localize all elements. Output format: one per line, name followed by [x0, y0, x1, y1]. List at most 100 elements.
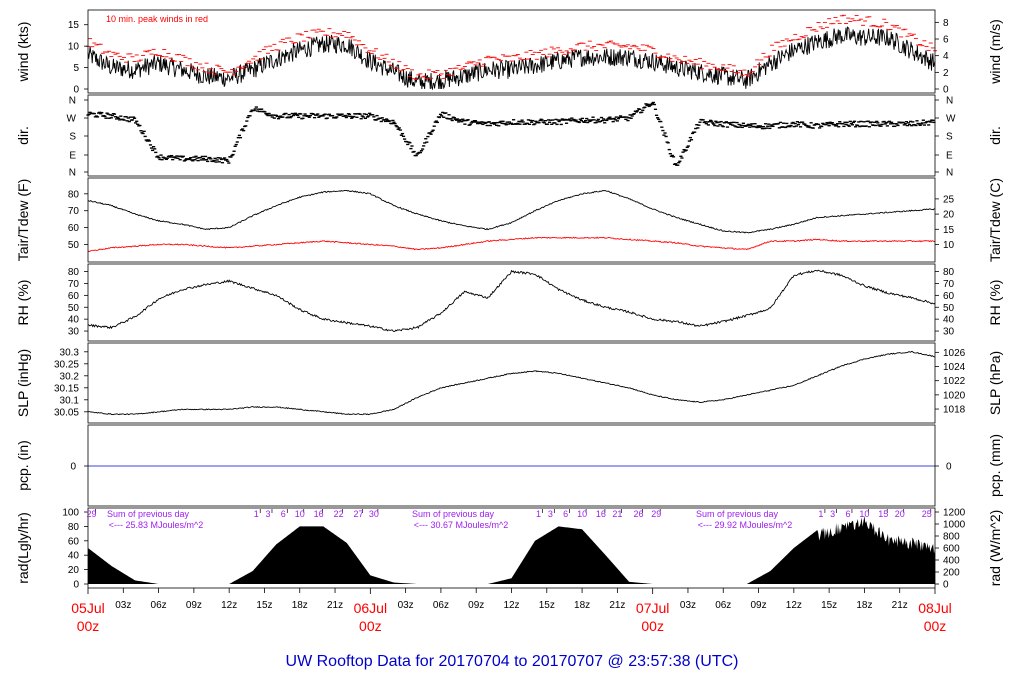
- fills-layer: [88, 515, 935, 584]
- direction-frame: [87, 94, 936, 177]
- relative_humidity-yticklabel-left: 50: [68, 303, 80, 314]
- x-tick-label: 21z: [892, 600, 908, 611]
- day-marker: 3: [265, 509, 270, 519]
- x-tick-label: 09z: [186, 600, 202, 611]
- precipitation-ylabel-left: pcp. (in): [15, 440, 31, 491]
- pressure-yticklabel-right: 1022: [943, 376, 966, 387]
- radiation-yticklabel-right: 200: [943, 568, 960, 579]
- relative_humidity-yticklabel-right: 80: [943, 267, 955, 278]
- pressure-yticklabel-left: 30.05: [54, 407, 79, 418]
- day-marker: 10: [859, 509, 869, 519]
- relative_humidity-yticklabel-right: 40: [943, 315, 955, 326]
- temperature-yticklabel-right: 20: [943, 210, 955, 221]
- pressure-yticklabel-left: 30.25: [54, 359, 79, 370]
- day-marker: 6: [281, 509, 286, 519]
- direction-yticklabel-left: N: [69, 168, 76, 179]
- direction-yticklabel-left: S: [69, 132, 76, 143]
- radiation-ylabel-left: rad(Lgly/hr): [15, 512, 31, 584]
- temperature-yticklabel-right: 15: [943, 225, 955, 236]
- date-time-label: 00z: [77, 618, 100, 634]
- temp-series-Tdew: [87, 236, 936, 253]
- wind-yticklabel-left: 10: [68, 42, 80, 53]
- radiation-yticklabel-right: 1000: [943, 520, 966, 531]
- temperature-yticklabel-left: 80: [68, 189, 80, 200]
- x-tick-label: 18z: [856, 600, 872, 611]
- x-tick-label: 12z: [503, 600, 519, 611]
- pressure-yticklabel-left: 30.2: [60, 371, 80, 382]
- pressure-yticklabel-right: 1020: [943, 390, 966, 401]
- direction-yticklabel-right: S: [946, 132, 953, 143]
- day-marker: 15: [878, 509, 888, 519]
- radiation-area: [88, 515, 935, 584]
- date-label: 05Jul: [71, 600, 104, 616]
- date-label: 06Jul: [354, 600, 387, 616]
- day-marker: 16: [314, 509, 324, 519]
- daily-sum-heading: Sum of previous day: [412, 509, 495, 519]
- pressure-yticklabel-right: 1026: [943, 348, 966, 359]
- wind-frame: [87, 9, 936, 94]
- wind-yticklabel-right: 0: [943, 85, 949, 96]
- direction-yticklabel-left: E: [69, 151, 76, 162]
- pressure-yticklabel-left: 30.15: [54, 383, 79, 394]
- direction-yticklabel-left: W: [67, 114, 77, 125]
- date-label: 07Jul: [636, 600, 669, 616]
- pressure-yticklabel-right: 1024: [943, 362, 966, 373]
- radiation-yticklabel-left: 20: [68, 565, 80, 576]
- x-tick-label: 06z: [715, 600, 731, 611]
- precipitation-ylabel-right: pcp. (mm): [987, 434, 1003, 497]
- relative_humidity-yticklabel-left: 30: [68, 327, 80, 338]
- radiation-yticklabel-left: 40: [68, 551, 80, 562]
- radiation-ylabel-right: rad (W/m^2): [987, 510, 1003, 587]
- x-tick-label: 03z: [115, 600, 131, 611]
- radiation-yticklabel-right: 400: [943, 556, 960, 567]
- day-marker: 6: [563, 509, 568, 519]
- pressure-ylabel-left: SLP (inHg): [15, 349, 31, 417]
- direction-yticklabel-left: N: [69, 96, 76, 107]
- pressure-ylabel-right: SLP (hPa): [987, 351, 1003, 415]
- temperature-ylabel-left: Tair/Tdew (F): [15, 179, 31, 261]
- day-marker: 16: [596, 509, 606, 519]
- daily-sum-value: <--- 25.83 MJoules/m^2: [109, 520, 204, 530]
- relative_humidity-yticklabel-left: 70: [68, 279, 80, 290]
- x-tick-label: 15z: [821, 600, 837, 611]
- x-tick-label: 12z: [221, 600, 237, 611]
- radiation-yticklabel-left: 60: [68, 536, 80, 547]
- footer-title: UW Rooftop Data for 20170704 to 20170707…: [286, 653, 739, 670]
- radiation-yticklabel-left: 80: [68, 522, 80, 533]
- precip-yticklabel-left: 0: [70, 462, 76, 473]
- wind-yticklabel-right: 8: [943, 18, 949, 29]
- temp-series-Tair: [87, 189, 936, 234]
- radiation-yticklabel-right: 600: [943, 544, 960, 555]
- radiation-yticklabel-left: 0: [73, 580, 79, 591]
- wind-yticklabel-left: 5: [73, 63, 79, 74]
- pressure-yticklabel-left: 30.3: [60, 347, 80, 358]
- direction-ylabel-left: dir.: [15, 126, 31, 145]
- radiation-yticklabel-right: 800: [943, 532, 960, 543]
- wind-yticklabel-left: 15: [68, 20, 80, 31]
- x-tick-label: 09z: [468, 600, 484, 611]
- relative_humidity-yticklabel-left: 60: [68, 291, 80, 302]
- wind-ylabel-right: wind (m/s): [987, 19, 1003, 85]
- day-marker: 1: [818, 509, 823, 519]
- lines-layer: [86, 14, 937, 467]
- direction-ylabel-right: dir.: [987, 126, 1003, 145]
- x-tick-label: 15z: [256, 600, 272, 611]
- wind-yticklabel-right: 4: [943, 51, 949, 62]
- direction-yticklabel-right: N: [946, 168, 953, 179]
- date-label: 08Jul: [918, 600, 951, 616]
- day-marker: 3: [830, 509, 835, 519]
- x-tick-label: 12z: [786, 600, 802, 611]
- x-tick-label: 06z: [151, 600, 167, 611]
- relative_humidity-yticklabel-left: 40: [68, 315, 80, 326]
- daily-sum-heading: Sum of previous day: [107, 509, 190, 519]
- relative_humidity-yticklabel-left: 80: [68, 267, 80, 278]
- x-tick-label: 03z: [398, 600, 414, 611]
- pressure-yticklabel-left: 30.1: [60, 395, 80, 406]
- daily-sum-value: <--- 29.92 MJoules/m^2: [698, 520, 793, 530]
- direction-yticklabel-right: E: [946, 151, 953, 162]
- x-tick-label: 21z: [327, 600, 343, 611]
- temperature-yticklabel-left: 60: [68, 223, 80, 234]
- relative_humidity-ylabel-right: RH (%): [987, 280, 1003, 326]
- x-tick-label: 21z: [609, 600, 625, 611]
